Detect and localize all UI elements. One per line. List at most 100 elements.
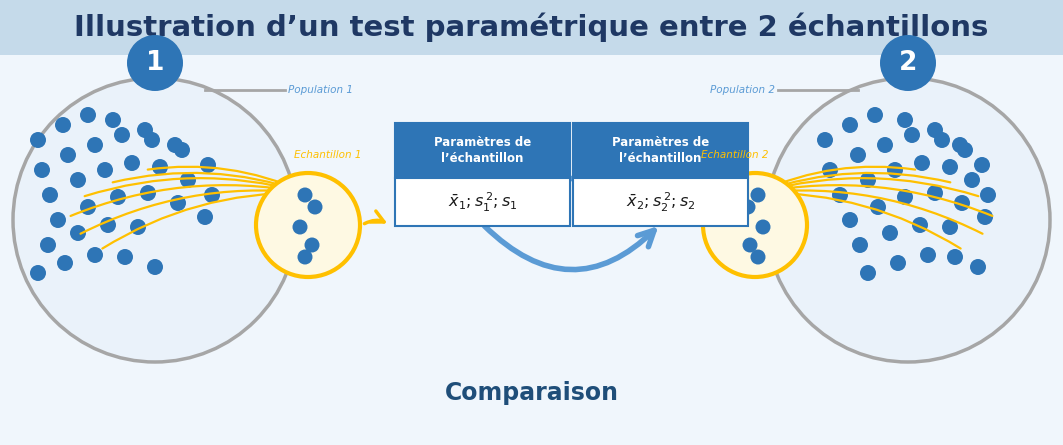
Circle shape [34, 162, 50, 178]
Bar [0, 55, 1063, 445]
Text: Echantillon 2: Echantillon 2 [701, 150, 769, 160]
Circle shape [887, 162, 902, 178]
Circle shape [40, 237, 56, 253]
Bar [395, 123, 570, 178]
Circle shape [200, 157, 216, 173]
Circle shape [750, 250, 765, 264]
Circle shape [80, 199, 96, 215]
Circle shape [144, 132, 161, 148]
Text: Population 2: Population 2 [710, 85, 775, 95]
Text: Echantillon 1: Echantillon 1 [294, 150, 362, 160]
Circle shape [204, 187, 220, 203]
Circle shape [822, 162, 838, 178]
Circle shape [974, 157, 990, 173]
Text: $\bar{x}_2 ; s_2^{\,2} ; s_2$: $\bar{x}_2 ; s_2^{\,2} ; s_2$ [626, 190, 695, 214]
Circle shape [137, 122, 153, 138]
Bar [0, 55, 1063, 445]
Circle shape [43, 187, 58, 203]
Circle shape [140, 185, 156, 201]
Bar [573, 178, 748, 226]
Circle shape [130, 219, 146, 235]
Circle shape [947, 249, 963, 265]
Circle shape [70, 225, 86, 241]
Circle shape [55, 117, 71, 133]
Circle shape [147, 259, 163, 275]
Circle shape [842, 212, 858, 228]
Circle shape [897, 112, 913, 128]
Circle shape [742, 238, 758, 252]
Circle shape [126, 35, 183, 91]
Circle shape [860, 265, 876, 281]
Circle shape [957, 142, 973, 158]
Circle shape [60, 147, 75, 163]
Circle shape [100, 217, 116, 233]
Text: Population 1: Population 1 [288, 85, 353, 95]
Circle shape [870, 199, 885, 215]
Circle shape [934, 132, 950, 148]
Text: Comparaison: Comparaison [444, 381, 619, 405]
Circle shape [304, 238, 320, 252]
Circle shape [124, 155, 140, 171]
Circle shape [180, 172, 196, 188]
Circle shape [904, 127, 919, 143]
Circle shape [877, 137, 893, 153]
Circle shape [109, 189, 126, 205]
Text: Paramètres de
l’échantillon: Paramètres de l’échantillon [434, 137, 532, 165]
Circle shape [927, 185, 943, 201]
Circle shape [30, 132, 46, 148]
Circle shape [850, 147, 866, 163]
Circle shape [703, 173, 807, 277]
Circle shape [105, 112, 121, 128]
Circle shape [152, 159, 168, 175]
Text: Illustration d’un test paramétrique entre 2 échantillons: Illustration d’un test paramétrique entr… [74, 13, 989, 42]
Circle shape [114, 127, 130, 143]
Circle shape [80, 107, 96, 123]
Circle shape [117, 249, 133, 265]
Circle shape [97, 162, 113, 178]
Circle shape [756, 219, 771, 235]
Circle shape [817, 132, 833, 148]
Circle shape [882, 225, 898, 241]
Bar [395, 178, 570, 226]
Circle shape [964, 172, 980, 188]
Circle shape [170, 195, 186, 211]
Circle shape [842, 117, 858, 133]
Circle shape [860, 172, 876, 188]
Circle shape [167, 137, 183, 153]
Circle shape [174, 142, 190, 158]
Circle shape [741, 199, 756, 214]
Text: 1: 1 [146, 50, 165, 76]
Circle shape [70, 172, 86, 188]
Text: $\bar{x}_1 ; s_1^{\,2} ; s_1$: $\bar{x}_1 ; s_1^{\,2} ; s_1$ [448, 190, 518, 214]
Circle shape [766, 78, 1050, 362]
Circle shape [980, 187, 996, 203]
Circle shape [256, 173, 360, 277]
Circle shape [50, 212, 66, 228]
Circle shape [914, 155, 930, 171]
Circle shape [57, 255, 73, 271]
Circle shape [912, 217, 928, 233]
Circle shape [952, 137, 968, 153]
Circle shape [292, 219, 307, 235]
Circle shape [971, 259, 986, 275]
Circle shape [298, 250, 313, 264]
Circle shape [832, 187, 848, 203]
Circle shape [927, 122, 943, 138]
Circle shape [307, 199, 322, 214]
Circle shape [298, 187, 313, 202]
Circle shape [942, 159, 958, 175]
Circle shape [13, 78, 297, 362]
Text: 2: 2 [899, 50, 917, 76]
Circle shape [853, 237, 868, 253]
Circle shape [977, 209, 993, 225]
Circle shape [897, 189, 913, 205]
Circle shape [30, 265, 46, 281]
Circle shape [867, 107, 883, 123]
Bar [0, 0, 1063, 55]
Circle shape [954, 195, 971, 211]
Circle shape [87, 247, 103, 263]
Text: Paramètres de
l’échantillon: Paramètres de l’échantillon [612, 137, 709, 165]
Circle shape [87, 137, 103, 153]
Bar [573, 123, 748, 178]
Circle shape [750, 187, 765, 202]
